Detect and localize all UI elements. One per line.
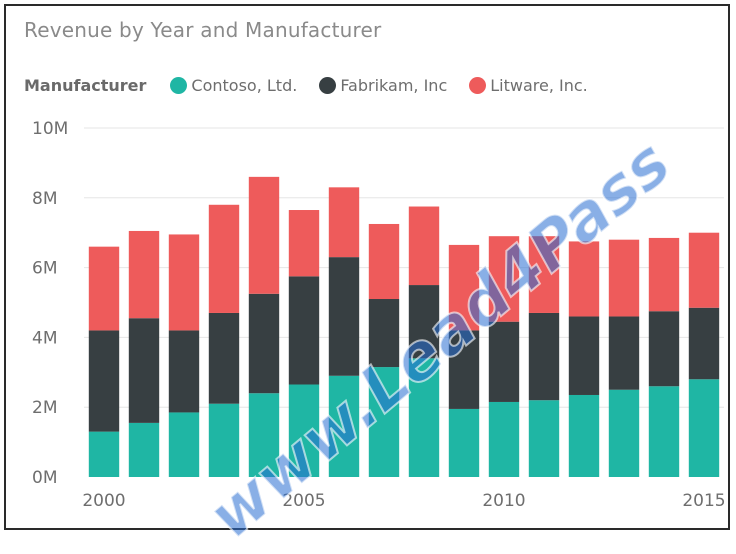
bar-segment[interactable] [368, 299, 400, 368]
bar-segment[interactable] [688, 379, 720, 477]
legend-label: Litware, Inc. [490, 76, 588, 95]
bar-segment[interactable] [408, 206, 440, 286]
y-tick-label: 6M [32, 259, 57, 279]
bar-segment[interactable] [488, 401, 520, 477]
bar-segment[interactable] [288, 384, 320, 477]
legend-item-fabrikam[interactable]: Fabrikam, Inc [319, 76, 447, 95]
x-tick-label: 2010 [482, 491, 525, 511]
legend-item-contoso[interactable]: Contoso, Ltd. [170, 76, 297, 95]
bar-segment[interactable] [648, 311, 680, 387]
bar-segment[interactable] [328, 257, 360, 376]
legend-title: Manufacturer [24, 76, 147, 95]
bar-segment[interactable] [88, 330, 120, 432]
bar-segment[interactable] [568, 316, 600, 395]
legend-swatch [469, 77, 487, 94]
legend-swatch [319, 77, 337, 94]
x-tick-label: 2015 [682, 491, 725, 511]
bar-segment[interactable] [248, 393, 280, 477]
x-tick-label: 2000 [82, 491, 125, 511]
bar-segment[interactable] [688, 307, 720, 380]
bar-segment[interactable] [288, 210, 320, 277]
bar-segment[interactable] [608, 239, 640, 317]
legend-swatch [170, 77, 188, 94]
bar-segment[interactable] [528, 400, 560, 477]
bar-segment[interactable] [408, 285, 440, 359]
bar-segment[interactable] [88, 431, 120, 477]
legend-label: Contoso, Ltd. [191, 76, 298, 95]
bar-segment[interactable] [648, 237, 680, 312]
legend-item-litware[interactable]: Litware, Inc. [469, 76, 588, 95]
y-tick-label: 0M [32, 468, 57, 488]
bar-segment[interactable] [448, 408, 480, 477]
bar-segment[interactable] [448, 330, 480, 409]
bar-segment[interactable] [128, 422, 160, 477]
legend-label: Fabrikam, Inc [340, 76, 448, 95]
bar-segment[interactable] [88, 246, 120, 331]
bar-segment[interactable] [688, 232, 720, 308]
bar-segment[interactable] [528, 312, 560, 401]
bar-segment[interactable] [288, 276, 320, 385]
bar-segment[interactable] [208, 403, 240, 477]
bar-segment[interactable] [168, 412, 200, 477]
x-tick-label: 2005 [282, 491, 325, 511]
bar-segment[interactable] [168, 234, 200, 331]
bar-segment[interactable] [368, 223, 400, 300]
y-tick-label: 4M [32, 328, 57, 348]
y-tick-label: 2M [32, 398, 57, 418]
bar-segment[interactable] [608, 389, 640, 477]
y-tick-label: 8M [32, 189, 57, 209]
bar-segment[interactable] [328, 187, 360, 258]
bar-segment[interactable] [608, 316, 640, 390]
bar-segment[interactable] [568, 241, 600, 317]
bar-segment[interactable] [528, 236, 560, 313]
bar-segment[interactable] [568, 394, 600, 477]
bar-segment[interactable] [448, 244, 480, 331]
bar-segment[interactable] [128, 318, 160, 423]
legend: Manufacturer Contoso, Ltd. Fabrikam, Inc… [24, 76, 610, 95]
bar-segment[interactable] [168, 330, 200, 413]
bar-segment[interactable] [248, 176, 280, 294]
bar-segment[interactable] [248, 293, 280, 394]
bar-segment[interactable] [648, 386, 680, 477]
chart-title: Revenue by Year and Manufacturer [24, 18, 382, 42]
bar-segment[interactable] [408, 358, 440, 477]
bar-segment[interactable] [208, 312, 240, 404]
bar-segment[interactable] [328, 375, 360, 477]
bar-segment[interactable] [208, 204, 240, 313]
y-tick-label: 10M [32, 119, 68, 139]
bar-segment[interactable] [488, 321, 520, 402]
bar-segment[interactable] [368, 367, 400, 477]
bar-segment[interactable] [488, 236, 520, 322]
bar-segment[interactable] [128, 230, 160, 319]
stacked-bar-chart: 0M 2M 4M 6M 8M 10M 2000 2005 2010 2015 [32, 119, 726, 511]
